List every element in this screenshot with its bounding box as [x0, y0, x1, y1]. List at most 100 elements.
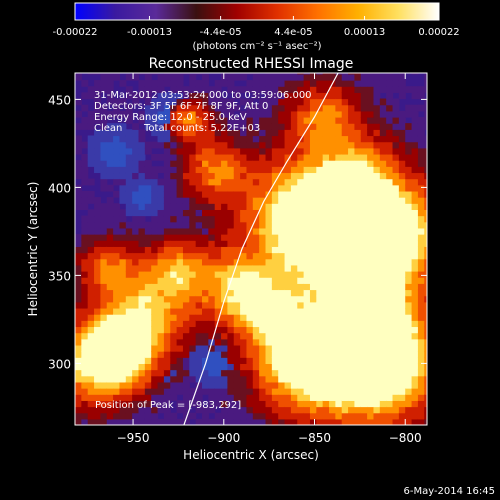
heatmap-cell	[75, 400, 82, 408]
heatmap-cell	[94, 326, 102, 334]
heatmap-cell	[163, 92, 171, 100]
heatmap-cell	[379, 215, 387, 223]
heatmap-cell	[125, 92, 133, 100]
heatmap-cell	[278, 351, 286, 358]
heatmap-cell	[360, 271, 368, 278]
heatmap-cell	[75, 172, 82, 180]
heatmap-cell	[252, 412, 260, 420]
heatmap-cell	[157, 289, 165, 297]
heatmap-cell	[195, 184, 203, 192]
heatmap-cell	[373, 80, 381, 87]
heatmap-cell	[240, 351, 248, 358]
heatmap-cell	[202, 190, 209, 198]
heatmap-cell	[221, 283, 229, 291]
heatmap-cell	[106, 332, 114, 340]
heatmap-cell	[265, 209, 273, 217]
heatmap-cell	[176, 320, 184, 328]
heatmap-cell	[157, 388, 165, 395]
heatmap-cell	[214, 240, 222, 247]
heatmap-cell	[367, 117, 375, 124]
heatmap-cell	[189, 375, 197, 383]
heatmap-cell	[335, 80, 343, 87]
heatmap-cell	[335, 129, 343, 137]
heatmap-cell	[309, 283, 317, 291]
heatmap-cell	[195, 123, 203, 130]
heatmap-cell	[214, 388, 222, 395]
heatmap-cell	[221, 264, 229, 272]
heatmap-cell	[119, 184, 127, 192]
heatmap-cell	[240, 190, 248, 198]
heatmap-cell	[252, 221, 260, 229]
heatmap-cell	[424, 400, 427, 408]
heatmap-cell	[246, 400, 254, 408]
heatmap-cell	[227, 283, 235, 291]
heatmap-cell	[94, 277, 102, 284]
heatmap-cell	[113, 295, 121, 303]
heatmap-cell	[221, 123, 229, 130]
heatmap-cell	[379, 147, 387, 155]
heatmap-cell	[87, 338, 95, 346]
heatmap-cell	[163, 123, 171, 130]
heatmap-cell	[246, 363, 254, 371]
heatmap-cell	[94, 80, 102, 87]
heatmap-cell	[221, 307, 229, 315]
heatmap-cell	[144, 320, 152, 328]
heatmap-cell	[227, 332, 235, 340]
heatmap-cell	[335, 320, 343, 328]
heatmap-cell	[348, 110, 356, 118]
heatmap-cell	[309, 215, 317, 223]
heatmap-cell	[398, 86, 406, 93]
heatmap-cell	[309, 141, 317, 149]
heatmap-cell	[424, 135, 427, 143]
heatmap-cell	[309, 209, 317, 217]
heatmap-cell	[265, 227, 273, 235]
heatmap-cell	[246, 277, 254, 284]
heatmap-cell	[284, 141, 292, 149]
heatmap-cell	[284, 160, 292, 167]
heatmap-cell	[81, 252, 89, 260]
heatmap-cell	[367, 400, 375, 408]
heatmap-cell	[94, 73, 102, 75]
heatmap-cell	[290, 178, 298, 186]
heatmap-cell	[367, 92, 375, 100]
heatmap-cell	[144, 357, 152, 364]
heatmap-cell	[75, 258, 82, 266]
heatmap-cell	[278, 388, 286, 395]
heatmap-cell	[309, 221, 317, 229]
heatmap-cell	[424, 301, 427, 309]
heatmap-cell	[208, 283, 216, 291]
heatmap-cell	[341, 141, 349, 149]
heatmap-cell	[202, 98, 209, 106]
heatmap-cell	[348, 215, 356, 223]
heatmap-cell	[221, 147, 229, 155]
heatmap-cell	[259, 172, 267, 180]
heatmap-cell	[424, 203, 427, 210]
heatmap-cell	[367, 351, 375, 358]
heatmap-cell	[259, 153, 267, 161]
heatmap-cell	[386, 351, 394, 358]
heatmap-cell	[354, 104, 362, 112]
heatmap-cell	[417, 351, 425, 358]
heatmap-cell	[208, 184, 216, 192]
heatmap-cell	[106, 80, 114, 87]
heatmap-cell	[87, 388, 95, 395]
heatmap-cell	[297, 388, 305, 395]
heatmap-cell	[246, 271, 254, 278]
heatmap-cell	[138, 314, 146, 321]
heatmap-cell	[290, 369, 298, 377]
heatmap-cell	[119, 394, 127, 401]
heatmap-cell	[119, 234, 127, 241]
heatmap-cell	[354, 178, 362, 186]
heatmap-cell	[125, 234, 133, 241]
heatmap-cell	[417, 338, 425, 346]
heatmap-cell	[202, 110, 209, 118]
heatmap-cell	[75, 388, 82, 395]
heatmap-cell	[398, 400, 406, 408]
heatmap-cell	[252, 252, 260, 260]
heatmap-cell	[259, 388, 267, 395]
heatmap-cell	[94, 351, 102, 358]
heatmap-cell	[138, 400, 146, 408]
heatmap-cell	[189, 172, 197, 180]
heatmap-cell	[303, 110, 311, 118]
heatmap-cell	[144, 80, 152, 87]
